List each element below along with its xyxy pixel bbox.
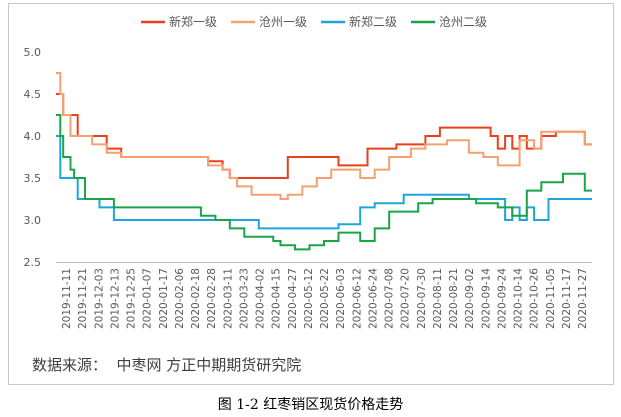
figure-caption: 图 1-2 红枣销区现货价格走势 <box>217 397 404 413</box>
x-tick-label: 2020-06-03 <box>335 268 347 329</box>
legend-label-1: 新郑一级 <box>169 14 217 29</box>
y-tick-label: 5.0 <box>24 46 42 59</box>
x-tick-label: 2020-09-24 <box>496 268 508 329</box>
x-tick-label: 2020-06-24 <box>367 268 379 329</box>
x-tick-label: 2020-04-15 <box>271 268 283 329</box>
x-tick-label: 2020-01-07 <box>142 268 154 329</box>
x-tick-label: 2020-07-20 <box>400 268 412 329</box>
x-tick-label: 2020-11-05 <box>545 268 557 329</box>
x-tick-label: 2019-11-21 <box>77 268 89 329</box>
legend-label-3: 新郑二级 <box>349 14 397 29</box>
x-tick-label: 2020-04-02 <box>255 268 267 329</box>
x-tick-label: 2019-12-25 <box>126 268 138 329</box>
x-tick-label: 2020-02-06 <box>174 268 186 329</box>
x-tick-label: 2020-05-22 <box>319 268 331 329</box>
x-tick-label: 2020-09-02 <box>464 268 476 329</box>
x-tick-label: 2020-07-30 <box>416 268 428 329</box>
x-tick-label: 2020-05-12 <box>303 268 315 329</box>
y-tick-label: 3.0 <box>24 214 42 227</box>
x-tick-label: 2020-03-11 <box>222 268 234 329</box>
legend-label-2: 沧州一级 <box>259 14 307 29</box>
series-line-2 <box>56 72 592 200</box>
x-tick-label: 2020-06-12 <box>351 268 363 329</box>
series-line-4 <box>56 114 592 251</box>
x-tick-label: 2020-10-14 <box>513 268 525 329</box>
x-tick-label: 2020-03-23 <box>238 268 250 329</box>
x-tick-label: 2020-09-14 <box>480 268 492 329</box>
x-tick-label: 2020-11-27 <box>577 268 589 329</box>
x-tick-label: 2020-10-26 <box>529 268 541 329</box>
y-tick-label: 3.5 <box>24 172 42 185</box>
line-chart: 5.0 4.5 4.0 3.5 3.0 2.5 2019-11-11 2019-11-21 20… <box>24 14 592 329</box>
x-tick-label: 2020-02-28 <box>206 268 218 329</box>
x-tick-label: 2020-04-27 <box>287 268 299 329</box>
x-tick-label: 2020-02-18 <box>190 268 202 329</box>
x-tick-label: 2020-08-11 <box>432 268 444 329</box>
y-tick-label: 2.5 <box>24 256 42 269</box>
x-tick-label: 2020-07-08 <box>384 268 396 329</box>
x-tick-label: 2020-01-17 <box>158 268 170 329</box>
chart-frame: 5.0 4.5 4.0 3.5 3.0 2.5 2019-11-11 2019-11-21 20… <box>8 3 614 385</box>
y-tick-label: 4.5 <box>24 88 42 101</box>
x-tick-label: 2019-12-13 <box>109 268 121 329</box>
x-tick-label: 2020-08-21 <box>448 268 460 329</box>
legend-label-4: 沧州二级 <box>439 14 487 29</box>
x-tick-label: 2019-12-03 <box>93 268 105 329</box>
data-source: 数据来源： 中枣网 方正中期期货研究院 <box>32 356 302 374</box>
x-tick-label: 2019-11-11 <box>61 268 73 329</box>
y-tick-label: 4.0 <box>24 130 42 143</box>
x-tick-label: 2020-11-17 <box>561 268 573 329</box>
